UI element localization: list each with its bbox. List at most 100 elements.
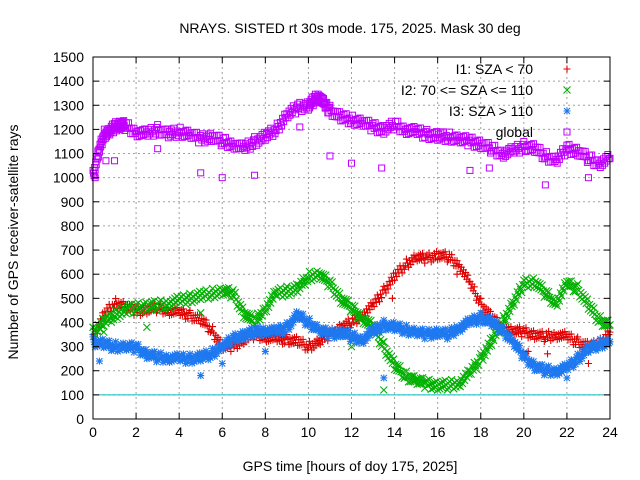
data-point	[112, 338, 120, 346]
data-point	[540, 371, 548, 379]
data-point	[281, 328, 289, 336]
data-point	[104, 342, 112, 350]
data-point	[172, 356, 180, 364]
data-point	[441, 325, 449, 333]
data-point	[175, 352, 183, 360]
data-point	[372, 298, 380, 306]
axis-ticks: 0 2 4 6 8 10 12 14 16 18 20 22 240100200300400500600…	[53, 49, 618, 440]
data-point	[413, 332, 421, 340]
data-point	[247, 324, 255, 332]
data-point	[262, 307, 271, 316]
data-point	[392, 321, 400, 329]
data-point	[590, 338, 598, 346]
data-point	[265, 330, 273, 338]
data-point	[351, 329, 359, 337]
outlier-point	[251, 171, 259, 179]
data-point	[159, 358, 167, 366]
outlier-point	[584, 174, 592, 182]
data-point	[567, 356, 575, 364]
data-point	[90, 338, 98, 346]
series-x	[89, 267, 614, 394]
data-point	[299, 335, 307, 343]
data-point	[102, 343, 110, 351]
data-point	[486, 313, 494, 321]
data-point	[170, 356, 178, 364]
data-point	[209, 344, 217, 352]
data-point	[555, 156, 563, 164]
x-tick-label: 20	[516, 424, 532, 440]
data-point	[127, 344, 135, 352]
data-point	[275, 126, 283, 134]
data-point	[453, 257, 461, 265]
y-tick-label: 300	[61, 339, 85, 355]
outlier-point	[388, 294, 396, 302]
data-point	[518, 333, 526, 341]
data-point	[328, 325, 336, 333]
outlier-point	[142, 323, 151, 332]
data-point	[344, 327, 352, 335]
data-point	[406, 325, 414, 333]
outlier-point	[380, 374, 388, 382]
data-point	[418, 331, 426, 339]
x-tick-label: 10	[301, 424, 317, 440]
data-point	[350, 335, 358, 343]
data-point	[380, 316, 388, 324]
outlier-group	[95, 347, 571, 382]
data-point	[155, 350, 163, 358]
data-point	[402, 255, 410, 263]
data-point	[280, 118, 288, 126]
outlier-point	[584, 359, 592, 367]
data-point	[502, 334, 510, 342]
outlier-point	[563, 374, 571, 382]
data-point	[454, 381, 463, 390]
data-point	[596, 335, 604, 343]
y-tick-label: 700	[61, 242, 85, 258]
data-point	[345, 332, 353, 340]
data-point	[567, 330, 575, 338]
outlier-point	[379, 386, 388, 394]
data-point	[527, 357, 535, 365]
data-point	[464, 271, 472, 279]
data-point	[412, 327, 420, 335]
data-point	[328, 278, 337, 286]
data-point	[487, 341, 496, 350]
data-point	[381, 286, 389, 294]
data-point	[103, 337, 111, 345]
legend: I1: SZA < 70 I2: 70 <= SZA <= 110 I3: SZA …	[401, 61, 571, 140]
x-tick-label: 12	[344, 424, 360, 440]
data-point	[448, 251, 456, 259]
data-point	[186, 306, 194, 314]
outlier-point	[95, 357, 103, 365]
data-point	[485, 319, 493, 327]
data-point	[238, 303, 247, 312]
data-point	[112, 295, 120, 303]
data-point	[153, 358, 161, 366]
y-tick-label: 900	[61, 194, 85, 210]
data-point	[277, 122, 285, 130]
data-point	[546, 367, 554, 375]
data-point	[544, 368, 552, 376]
data-point	[129, 343, 137, 351]
data-point	[528, 362, 536, 370]
data-point	[414, 326, 422, 334]
data-point	[416, 325, 424, 333]
data-point	[107, 347, 115, 355]
legend-label: I3: SZA > 110	[449, 103, 533, 119]
data-point	[604, 335, 612, 343]
outlier-point	[111, 157, 119, 165]
data-point	[538, 360, 546, 368]
data-point	[503, 329, 511, 337]
data-point	[569, 363, 577, 371]
data-point	[477, 309, 485, 317]
data-point	[420, 330, 428, 338]
data-point	[325, 103, 333, 111]
data-point	[562, 365, 570, 373]
data-point	[493, 317, 501, 325]
x-tick-label: 24	[602, 424, 618, 440]
data-point	[111, 344, 119, 352]
data-point	[577, 351, 585, 359]
data-point	[545, 362, 553, 370]
data-point	[369, 299, 377, 307]
data-point	[95, 342, 103, 350]
data-point	[583, 341, 591, 349]
